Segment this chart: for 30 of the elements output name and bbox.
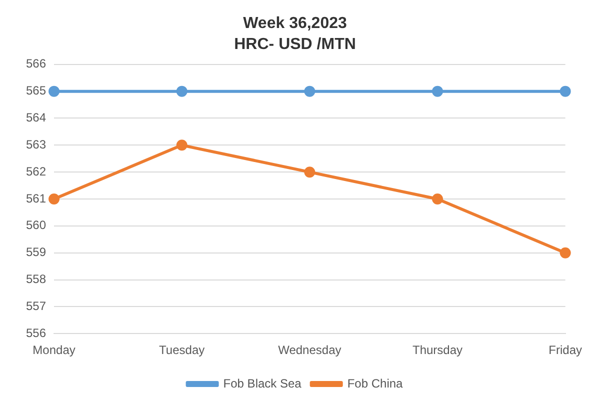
x-tick-label: Wednesday: [278, 343, 342, 358]
x-tick-label: Tuesday: [159, 343, 205, 358]
x-tick-label: Monday: [32, 343, 76, 358]
point: [560, 86, 571, 97]
y-tick-label: 559: [26, 245, 46, 260]
point: [432, 194, 444, 204]
point: [304, 86, 316, 97]
point: [304, 166, 316, 178]
y-tick-label: 565: [26, 84, 46, 98]
legend-label: Fob China: [347, 376, 404, 390]
y-tick-label: 563: [26, 137, 46, 152]
chart-subtitle: HRC- USD /MTN: [234, 36, 356, 54]
point: [176, 140, 188, 151]
y-tick-label: 561: [26, 191, 46, 206]
point: [48, 86, 60, 97]
y-tick-label: 558: [26, 272, 46, 286]
y-tick-label: 557: [26, 298, 46, 313]
y-tick-label: 562: [26, 164, 46, 178]
x-tick-label: Thursday: [412, 343, 463, 358]
legend-label: Fob Black Sea: [223, 376, 302, 390]
chart-title: Week 36,2023: [243, 15, 347, 32]
point: [432, 86, 444, 97]
y-tick-label: 566: [26, 56, 46, 71]
point: [48, 194, 60, 204]
point: [176, 86, 188, 97]
point: [560, 247, 571, 258]
y-tick-label: 556: [26, 326, 46, 340]
y-tick-label: 560: [26, 218, 46, 232]
x-tick-label: Friday: [548, 343, 582, 358]
y-tick-label: 564: [26, 110, 46, 125]
